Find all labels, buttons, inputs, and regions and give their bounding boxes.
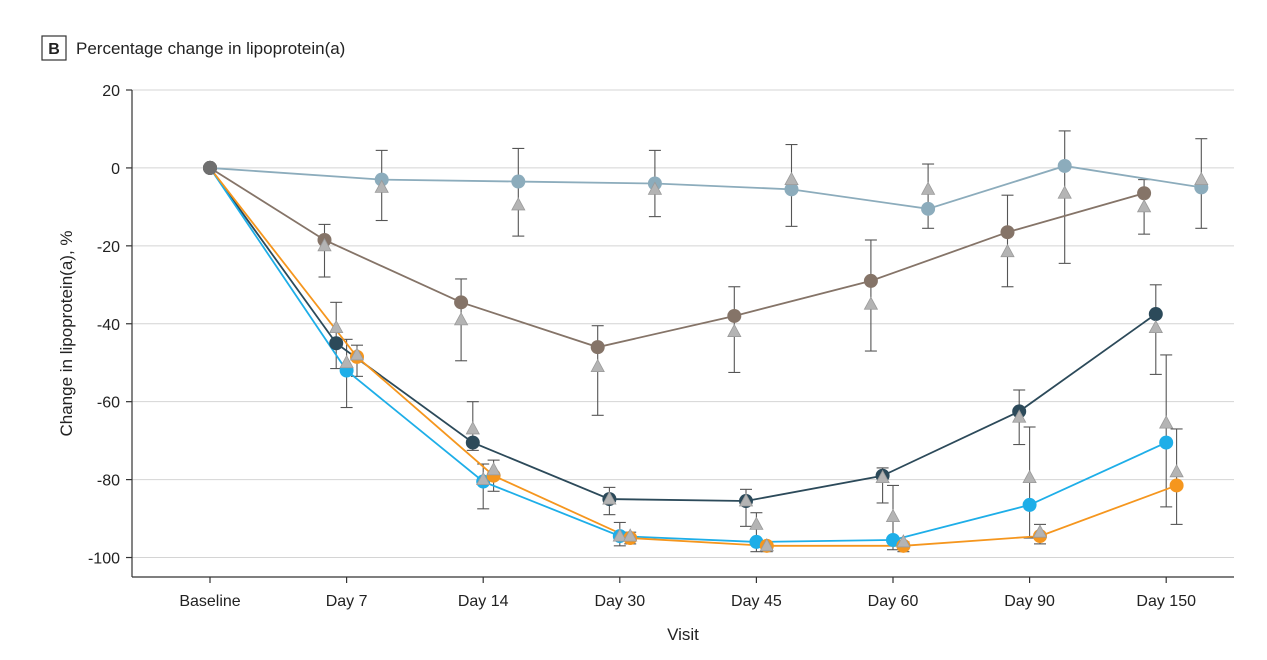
point-1-3: [590, 340, 605, 355]
y-tick-label-0: 20: [102, 83, 120, 100]
series-1-errorbars: [318, 179, 1151, 416]
triangle-1-1: [317, 238, 332, 252]
triangle-2-2: [465, 421, 480, 435]
point-3-7: [1159, 435, 1174, 450]
triangle-1-2: [453, 312, 469, 326]
triangle-2-3: [602, 491, 617, 505]
triangle-0-7: [1194, 171, 1209, 186]
x-tick-label-1: Day 7: [326, 593, 368, 610]
triangle-4-3: [623, 528, 638, 542]
point-3-5: [886, 532, 900, 547]
x-tick-label-2: Day 14: [458, 593, 509, 610]
point-4-7: [1169, 478, 1184, 493]
series-2-line: [209, 167, 1157, 502]
triangle-0-6: [1057, 185, 1072, 199]
panel-label-box: [41, 35, 67, 61]
triangle-3-7: [1159, 415, 1174, 429]
chart-title: Percentage change in lipoprotein(a): [76, 39, 345, 58]
point-0-5: [921, 201, 936, 216]
point-1-4: [727, 308, 742, 323]
triangle-4-2: [486, 462, 501, 476]
x-tick-label-6: Day 90: [1004, 593, 1055, 610]
triangle-0-1: [374, 179, 389, 193]
series-1-line: [209, 167, 1145, 349]
x-tick-label-5: Day 60: [868, 593, 919, 610]
triangle-2-5: [875, 469, 890, 484]
series-2-errorbars: [330, 284, 1162, 527]
series-3-line: [209, 167, 1167, 543]
panel-label: B: [48, 41, 60, 58]
triangle-1-6: [1000, 243, 1015, 258]
x-tick-label-3: Day 30: [594, 593, 645, 610]
triangle-0-4: [784, 171, 799, 186]
x-tick-label-7: Day 150: [1136, 593, 1196, 610]
point-1-7: [1137, 186, 1152, 201]
point-1-5: [863, 273, 878, 288]
triangle-0-3: [647, 181, 663, 195]
triangle-3-2: [476, 471, 491, 486]
triangle-2-4: [738, 493, 754, 507]
point-2-7: [1148, 307, 1163, 322]
triangle-4-7: [1169, 463, 1184, 478]
series-0-line: [209, 165, 1202, 210]
triangle-1-5: [863, 296, 879, 310]
triangle-4-4: [759, 537, 774, 552]
triangle-3-5: [885, 508, 901, 523]
series-0-errorbars: [375, 130, 1208, 264]
triangle-4-1: [349, 347, 365, 361]
triangle-1-4: [727, 323, 742, 337]
y-tick-label-5: -80: [97, 473, 120, 490]
x-tick-label-0: Baseline: [179, 593, 240, 610]
point-0-2: [511, 174, 526, 189]
triangle-2-1: [329, 319, 344, 334]
y-tick-label-2: -20: [97, 239, 120, 256]
triangle-1-7: [1136, 199, 1152, 213]
x-axis-label: Visit: [667, 625, 699, 644]
y-axis-ticks: 20 0 -20 -40 -60 -80 -100: [88, 83, 132, 568]
triangle-3-6: [1022, 469, 1037, 484]
x-axis-ticks: Baseline Day 7 Day 14 Day 30 Day 45 Day 60 Day…: [179, 577, 1196, 610]
series-4-line: [209, 167, 1177, 547]
y-tick-label-3: -40: [97, 317, 120, 334]
point-0-4: [784, 182, 799, 197]
triangle-2-7: [1148, 319, 1163, 334]
point-0-6: [1057, 158, 1072, 173]
point-1-2: [454, 295, 469, 310]
point-1-6: [1000, 225, 1015, 240]
triangle-3-1: [339, 354, 354, 369]
y-tick-label-4: -60: [97, 395, 120, 412]
triangle-4-6: [1032, 524, 1048, 538]
point-3-6: [1022, 497, 1037, 512]
point-2-2: [465, 435, 480, 450]
y-tick-label-1: 0: [111, 161, 120, 178]
triangle-3-4: [749, 516, 764, 530]
triangle-3-3: [612, 528, 627, 542]
x-tick-label-4: Day 45: [731, 593, 782, 610]
y-axis-label: Change in lipoprotein(a), %: [57, 230, 76, 436]
triangle-4-5: [896, 534, 911, 548]
y-tick-label-6: -100: [88, 551, 120, 568]
triangle-2-6: [1012, 409, 1027, 423]
triangle-0-2: [511, 197, 526, 211]
point-2-1: [329, 336, 344, 351]
series-layer: [203, 130, 1209, 553]
triangle-0-5: [920, 181, 936, 195]
triangle-1-3: [590, 358, 605, 373]
point-4-0: [203, 160, 217, 175]
gridlines: [132, 89, 1234, 559]
